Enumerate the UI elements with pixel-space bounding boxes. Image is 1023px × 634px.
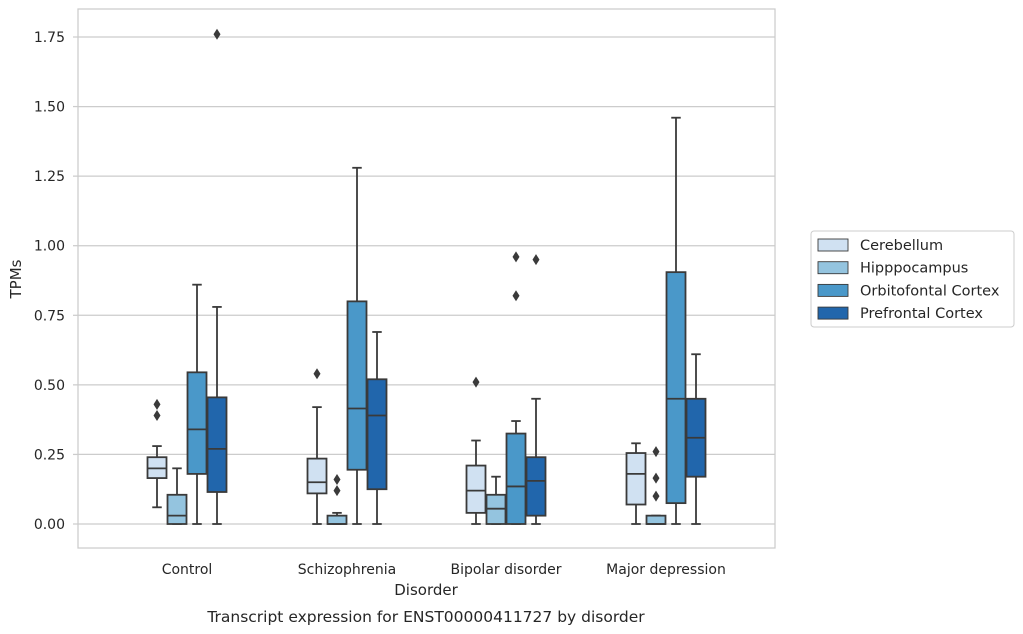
y-axis-ticks: 0.00 0.25 0.50 0.75 1.00 1.25 1.50 1.75	[34, 30, 78, 533]
box-body	[465, 464, 487, 514]
y-tick-label: 0.75	[34, 308, 65, 324]
box-body	[625, 452, 647, 506]
box-body	[206, 396, 228, 493]
box-body	[326, 514, 348, 525]
y-tick-label: 1.00	[34, 239, 65, 255]
box-group	[525, 254, 547, 525]
box-group	[465, 376, 487, 525]
x-tick-label: Bipolar disorder	[450, 562, 561, 578]
box-body	[505, 432, 527, 525]
y-tick-label: 1.75	[34, 30, 65, 46]
outlier-marker	[512, 290, 520, 302]
box-body	[166, 493, 188, 525]
x-axis-ticks: Control Schizophrenia Bipolar disorder Majo…	[162, 562, 726, 578]
box-group	[665, 116, 687, 525]
x-tick-label: Major depression	[606, 562, 726, 578]
outlier-marker	[652, 472, 660, 484]
legend: Cerebellum Hipppocampus Orbitofontal Corte…	[810, 230, 1015, 328]
box-group	[366, 331, 388, 525]
outlier-marker	[472, 376, 480, 388]
y-tick-label: 1.25	[34, 169, 65, 185]
x-axis-label: Disorder	[394, 581, 458, 599]
outlier-marker	[333, 473, 341, 485]
box-group	[166, 467, 188, 525]
y-axis-label: TPMs	[7, 259, 25, 299]
box-body	[306, 457, 328, 495]
legend-items: Cerebellum Hipppocampus Orbitofontal Corte…	[817, 238, 1000, 322]
legend-label: Hipppocampus	[860, 261, 968, 277]
box-body	[645, 514, 667, 525]
box-body	[346, 300, 368, 471]
box-group	[206, 28, 228, 525]
box-group	[346, 166, 368, 525]
outlier-marker	[652, 490, 660, 502]
outlier-marker	[512, 251, 520, 263]
box-body	[366, 378, 388, 491]
legend-swatch	[817, 306, 849, 320]
box-group	[505, 251, 527, 525]
box-group	[685, 353, 707, 525]
outlier-marker	[532, 254, 540, 266]
outlier-marker	[333, 485, 341, 497]
y-tick-label: 0.00	[34, 517, 65, 533]
legend-swatch	[817, 261, 849, 275]
legend-label: Prefrontal Cortex	[860, 306, 983, 322]
x-tick-label: Control	[162, 562, 213, 578]
outlier-marker	[153, 409, 161, 421]
box-group	[186, 283, 208, 525]
box-group	[326, 473, 348, 525]
chart-caption: Transcript expression for ENST0000041172…	[206, 608, 645, 626]
legend-frame	[810, 230, 1015, 328]
boxes	[146, 28, 707, 525]
box-group	[625, 442, 647, 525]
y-tick-label: 1.50	[34, 100, 65, 116]
outlier-marker	[153, 398, 161, 410]
box-group	[146, 398, 168, 509]
legend-label: Orbitofontal Cortex	[860, 283, 1000, 299]
box-body	[186, 371, 208, 475]
legend-label: Cerebellum	[860, 238, 943, 254]
box-body	[525, 456, 547, 517]
box-group	[485, 475, 507, 525]
box-group	[306, 368, 328, 525]
outlier-marker	[313, 368, 321, 380]
outlier-marker	[652, 446, 660, 458]
y-tick-label: 0.25	[34, 447, 65, 463]
plot-frame	[77, 8, 776, 549]
legend-swatch	[817, 238, 849, 252]
x-tick-label: Schizophrenia	[298, 562, 396, 578]
legend-swatch	[817, 283, 849, 297]
box-body	[665, 271, 687, 505]
y-tick-label: 0.50	[34, 378, 65, 394]
box-group	[645, 446, 667, 525]
outlier-marker	[213, 28, 221, 40]
